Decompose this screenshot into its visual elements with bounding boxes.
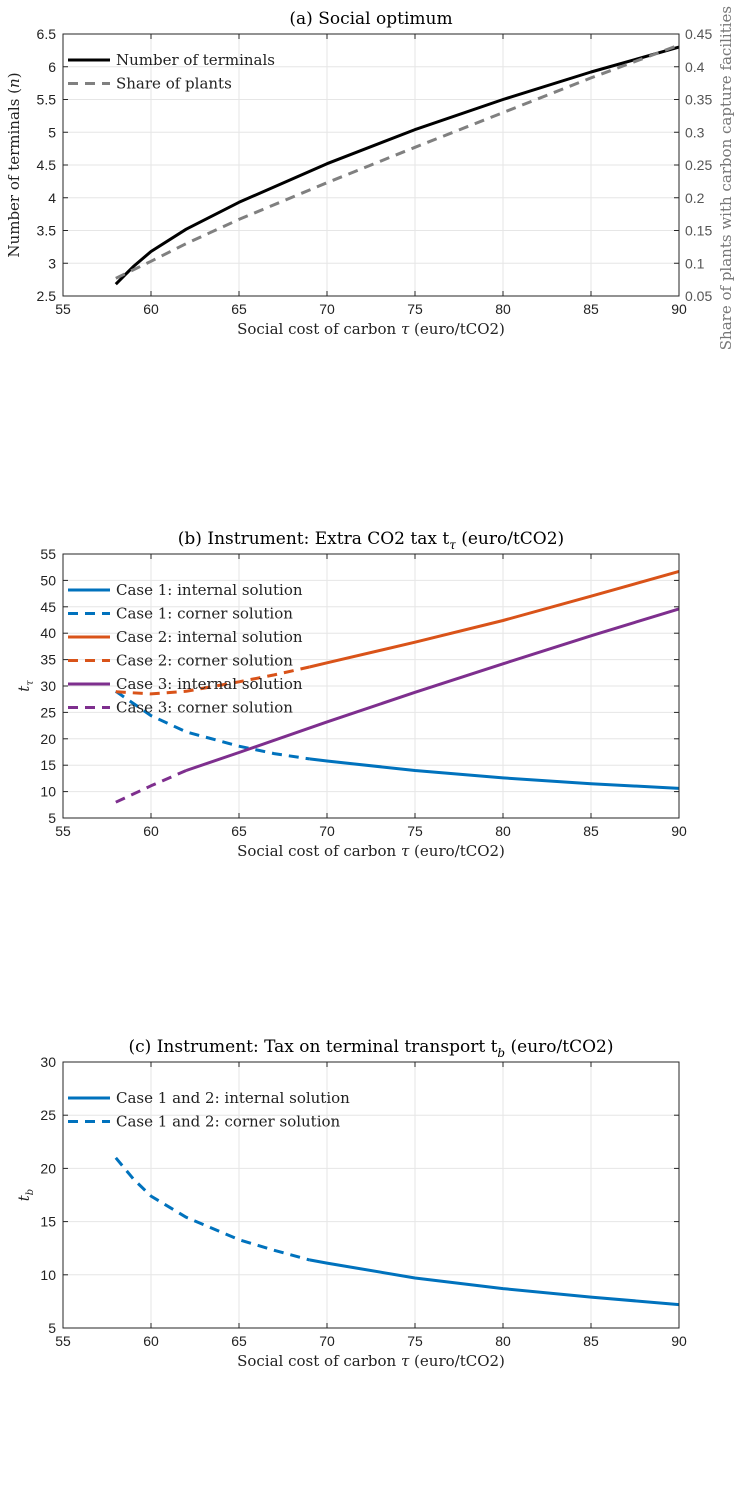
x-tick-label: 80 [495,301,511,317]
legend: Case 1: internal solution Case 1: corner … [68,581,303,717]
x-axis-label: Social cost of carbon τ (euro/tCO2) [237,1352,505,1370]
y-tick-label: 20 [40,1160,56,1176]
legend-entry: Case 2: internal solution [116,628,303,646]
x-tick-label: 90 [671,301,687,317]
legend: Case 1 and 2: internal solution Case 1 an… [68,1089,350,1131]
x-tick-label: 55 [55,301,71,317]
y-tick-label: 6.5 [37,26,57,42]
y-tick-label: 6 [48,59,56,75]
y-tick-label: 15 [40,757,56,773]
y-tick-label: 55 [40,546,56,562]
y-tick-label: 4.5 [37,157,57,173]
x-tick-label: 55 [55,1333,71,1349]
chart-title: (a) Social optimum [289,9,452,29]
x-tick-label: 65 [231,1333,247,1349]
y-tick-label: 10 [40,784,56,800]
y-tick-label: 20 [40,731,56,747]
y-tick-label: 15 [40,1214,56,1230]
legend-entry: Case 1: internal solution [116,581,303,599]
y-tick-label: 50 [40,572,56,588]
y-tick-label: 5 [48,810,56,826]
legend-entry: Case 3: corner solution [116,699,293,717]
x-tick-label: 60 [143,301,159,317]
series-line [114,690,310,761]
y-axis-label: tb [15,1189,36,1201]
y-tick-label: 25 [40,1107,56,1123]
y2-axis-label: Share of plants with carbon capture faci… [717,0,735,350]
y2-tick-label: 0.25 [685,157,712,173]
y-tick-label: 10 [40,1267,56,1283]
x-tick-label: 75 [407,301,423,317]
chart-2: 55 60 65 70 75 80 85 90 5 10 15 20 25 30 (c) Instrumen… [15,1037,687,1370]
series-line [115,769,187,804]
y-tick-label: 30 [40,678,56,694]
x-tick-label: 55 [55,823,71,839]
legend-entry: Number of terminals [116,51,275,69]
y-tick-label: 45 [40,599,56,615]
x-tick-label: 90 [671,823,687,839]
x-axis-label: Social cost of carbon τ (euro/tCO2) [237,842,505,860]
x-tick-label: 90 [671,1333,687,1349]
x-tick-label: 75 [407,823,423,839]
series-line [115,43,680,280]
series-line [309,1258,680,1307]
x-tick-label: 60 [143,823,159,839]
y2-tick-label: 0.45 [685,26,712,42]
y2-tick-label: 0.1 [685,255,705,271]
y-tick-label: 2.5 [37,288,57,304]
y-axis-label: tτ [15,680,36,692]
x-tick-label: 70 [319,1333,335,1349]
legend: Number of terminals Share of plants [68,51,275,93]
x-tick-label: 80 [495,823,511,839]
x-tick-label: 65 [231,301,247,317]
legend-entry: Case 3: internal solution [116,675,303,693]
x-tick-label: 70 [319,301,335,317]
y-tick-label: 25 [40,704,56,720]
y2-tick-label: 0.35 [685,92,712,108]
chart-1: 55 60 65 70 75 80 85 90 5 10 15 20 25 30 35 40 45 50 55 (b)… [15,529,687,860]
x-tick-label: 70 [319,823,335,839]
x-tick-label: 65 [231,823,247,839]
y2-tick-label: 0.4 [685,59,705,75]
chart-0: 55 60 65 70 75 80 85 90 2.5 3 3.5 4 4.5 5 5.5 6 6.5 0.05 0… [5,0,735,350]
y-tick-label: 30 [40,1054,56,1070]
legend-entry: Case 1 and 2: internal solution [116,1089,350,1107]
y2-tick-label: 0.2 [685,190,705,206]
y-tick-label: 5.5 [37,92,57,108]
y2-tick-label: 0.15 [685,223,712,239]
legend-entry: Case 1 and 2: corner solution [116,1113,341,1131]
x-axis-label: Social cost of carbon τ (euro/tCO2) [237,320,505,338]
legend-entry: Case 2: corner solution [116,652,293,670]
legend-entry: Case 1: corner solution [116,605,293,623]
y-tick-label: 3.5 [37,223,57,239]
y-tick-label: 5 [48,1320,56,1336]
series-line [114,1156,310,1262]
y-tick-label: 4 [48,190,56,206]
y-tick-label: 3 [48,255,56,271]
series-line [185,607,680,772]
y2-tick-label: 0.3 [685,124,705,140]
x-tick-label: 85 [583,1333,599,1349]
series-line [309,569,680,669]
y-axis-label: Number of terminals (n) [5,72,23,257]
plot-frame [62,1061,680,1329]
series-line [309,757,680,790]
y2-tick-label: 0.05 [685,288,712,304]
chart-title: (b) Instrument: Extra CO2 tax tτ (euro/t… [178,529,564,552]
y-tick-label: 35 [40,652,56,668]
x-tick-label: 80 [495,1333,511,1349]
legend-entry: Share of plants [116,75,232,93]
chart-title: (c) Instrument: Tax on terminal transpor… [129,1037,614,1060]
y-tick-label: 5 [48,124,56,140]
x-tick-label: 60 [143,1333,159,1349]
x-tick-label: 85 [583,823,599,839]
x-tick-label: 75 [407,1333,423,1349]
y-tick-label: 40 [40,625,56,641]
series-line [114,45,680,286]
x-tick-label: 85 [583,301,599,317]
